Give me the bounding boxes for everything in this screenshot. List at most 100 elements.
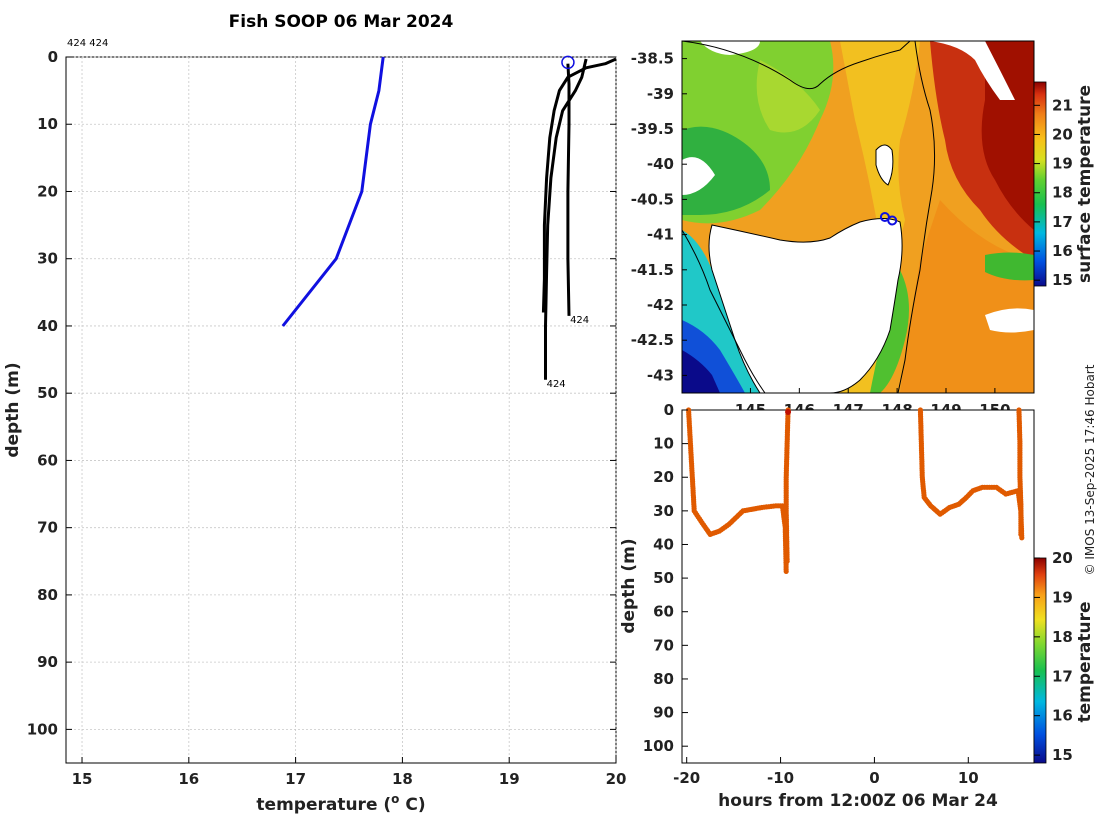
profile-line-black-1 — [541, 57, 617, 313]
profile-id-label: 424 424 — [67, 38, 108, 49]
sst-colorbar-tick-label: 17 — [1052, 213, 1073, 231]
sst-colorbar-tick-label: 20 — [1052, 125, 1073, 143]
profile-ytick-label: 50 — [37, 384, 58, 402]
section-ytick-label: 70 — [653, 636, 674, 654]
profile-line-black-2 — [544, 58, 588, 380]
map-lat-label: -43 — [647, 366, 674, 384]
profile-xtick-label: 17 — [285, 770, 306, 788]
profile-ytick-label: 10 — [37, 115, 58, 133]
profile-ytick-label: 80 — [37, 586, 58, 604]
tasmania-land — [708, 218, 903, 393]
sst-nodata-ne — [930, 41, 1015, 100]
section-sample-point — [1018, 531, 1024, 537]
temperature-profile-plot: 424 424 15 16 17 18 19 20 0 10 20 30 40 50 60 70 80 90 10… — [3, 48, 626, 815]
flinders-island — [875, 144, 894, 186]
section-ytick-label: 60 — [653, 603, 674, 621]
profile-position-marker — [561, 55, 575, 70]
profile-xlabel: temperature (o C) — [256, 792, 425, 815]
profile-annotation: 424 — [570, 315, 589, 326]
section-ytick-label: 0 — [664, 401, 674, 419]
section-ytick-label: 90 — [653, 704, 674, 722]
profile-ytick-label: 90 — [37, 653, 58, 671]
section-colorbar-tick-label: 16 — [1052, 707, 1073, 725]
profile-xlabel-sup: o — [391, 792, 399, 806]
section-plot-frame — [681, 409, 1035, 764]
map-lat-label: -40 — [647, 155, 674, 173]
map-lat-label: -39 — [647, 85, 674, 103]
section-colorbar-tick-label: 15 — [1052, 746, 1073, 764]
sst-green-east — [985, 252, 1034, 281]
sst-nodata-west — [682, 157, 715, 195]
section-ytick-label: 10 — [653, 435, 674, 453]
sst-colorbar-tick-label: 21 — [1052, 96, 1073, 114]
profile-line-black-3 — [566, 63, 571, 316]
section-sample-point — [784, 558, 790, 564]
section-ylabel: depth (m) — [619, 538, 639, 633]
section-ytick-label: 30 — [653, 502, 674, 520]
section-colorbar-label: temperature — [1075, 601, 1095, 722]
sst-map: -38.5 -39 -39.5 -40 -40.5 -41 -41.5 -42 -42.5 -43… — [631, 40, 1095, 419]
map-ship-marker — [887, 215, 898, 226]
map-lat-label: -40.5 — [631, 190, 674, 208]
profile-xtick-label: 15 — [72, 770, 93, 788]
section-ytick-label: 100 — [643, 737, 674, 755]
profile-ytick-label: 30 — [37, 250, 58, 268]
profile-xtick-label: 19 — [499, 770, 520, 788]
section-ytick-label: 40 — [653, 535, 674, 553]
profile-ytick-label: 0 — [48, 48, 58, 66]
section-xtick-label: 10 — [958, 769, 979, 787]
sst-colorbar-tick-label: 15 — [1052, 271, 1073, 289]
section-surface-point — [785, 409, 792, 415]
sst-colorbar — [1033, 81, 1047, 287]
chart-title: Fish SOOP 06 Mar 2024 — [229, 12, 454, 32]
section-colorbar — [1033, 557, 1047, 764]
profile-ytick-label: 20 — [37, 182, 58, 200]
map-lat-label: -38.5 — [631, 50, 674, 68]
sst-navy-west — [682, 350, 720, 393]
profile-xlabel-main: temperature ( — [256, 795, 391, 815]
sst-colorbar-tick-label: 16 — [1052, 242, 1073, 260]
section-xtick-label: 0 — [869, 769, 879, 787]
section-ytick-label: 50 — [653, 569, 674, 587]
profile-ytick-label: 40 — [37, 317, 58, 335]
map-lat-label: -39.5 — [631, 120, 674, 138]
section-colorbar-tick-label: 17 — [1052, 667, 1073, 685]
section-xlabel: hours from 12:00Z 06 Mar 24 — [718, 791, 998, 811]
section-xtick-label: -10 — [767, 769, 794, 787]
west-contour — [682, 229, 766, 393]
section-xtick-label: -20 — [673, 769, 700, 787]
sst-colorbar-tick-label: 18 — [1052, 184, 1073, 202]
map-lat-label: -42.5 — [631, 331, 674, 349]
section-ytick-label: 80 — [653, 670, 674, 688]
map-lat-label: -41.5 — [631, 261, 674, 279]
profile-ytick-label: 100 — [27, 720, 58, 738]
map-lat-label: -41 — [647, 226, 674, 244]
profile-plot-frame — [65, 56, 617, 764]
sst-nodata-se — [985, 308, 1034, 333]
section-colorbar-tick-label: 19 — [1052, 588, 1073, 606]
section-sample-point — [783, 568, 789, 574]
sst-colorbar-label: surface temperature — [1075, 85, 1095, 283]
sst-colorbar-tick-label: 19 — [1052, 155, 1073, 173]
profile-annotation: 424 — [547, 379, 566, 390]
shelf-contour — [897, 41, 936, 393]
profile-xtick-label: 20 — [606, 770, 627, 788]
victoria-coast — [682, 41, 911, 90]
profile-xtick-label: 18 — [392, 770, 413, 788]
section-colorbar-tick-label: 20 — [1052, 549, 1073, 567]
profile-ytick-label: 60 — [37, 451, 58, 469]
sst-nodata-nw — [700, 41, 760, 55]
credit-text: © IMOS 13-Sep-2025 17:46 Hobart — [1083, 364, 1097, 575]
profile-xtick-label: 16 — [178, 770, 199, 788]
section-ytick-label: 20 — [653, 468, 674, 486]
sst-lime-patch — [756, 60, 820, 133]
sst-warm-east — [900, 200, 1034, 393]
map-lat-label: -42 — [647, 296, 674, 314]
sst-dark-green-patch — [682, 126, 770, 215]
profile-xlabel-end: C) — [399, 795, 425, 815]
profile-ytick-label: 70 — [37, 519, 58, 537]
profile-ylabel: depth (m) — [3, 362, 23, 457]
profile-line-blue — [281, 56, 385, 327]
